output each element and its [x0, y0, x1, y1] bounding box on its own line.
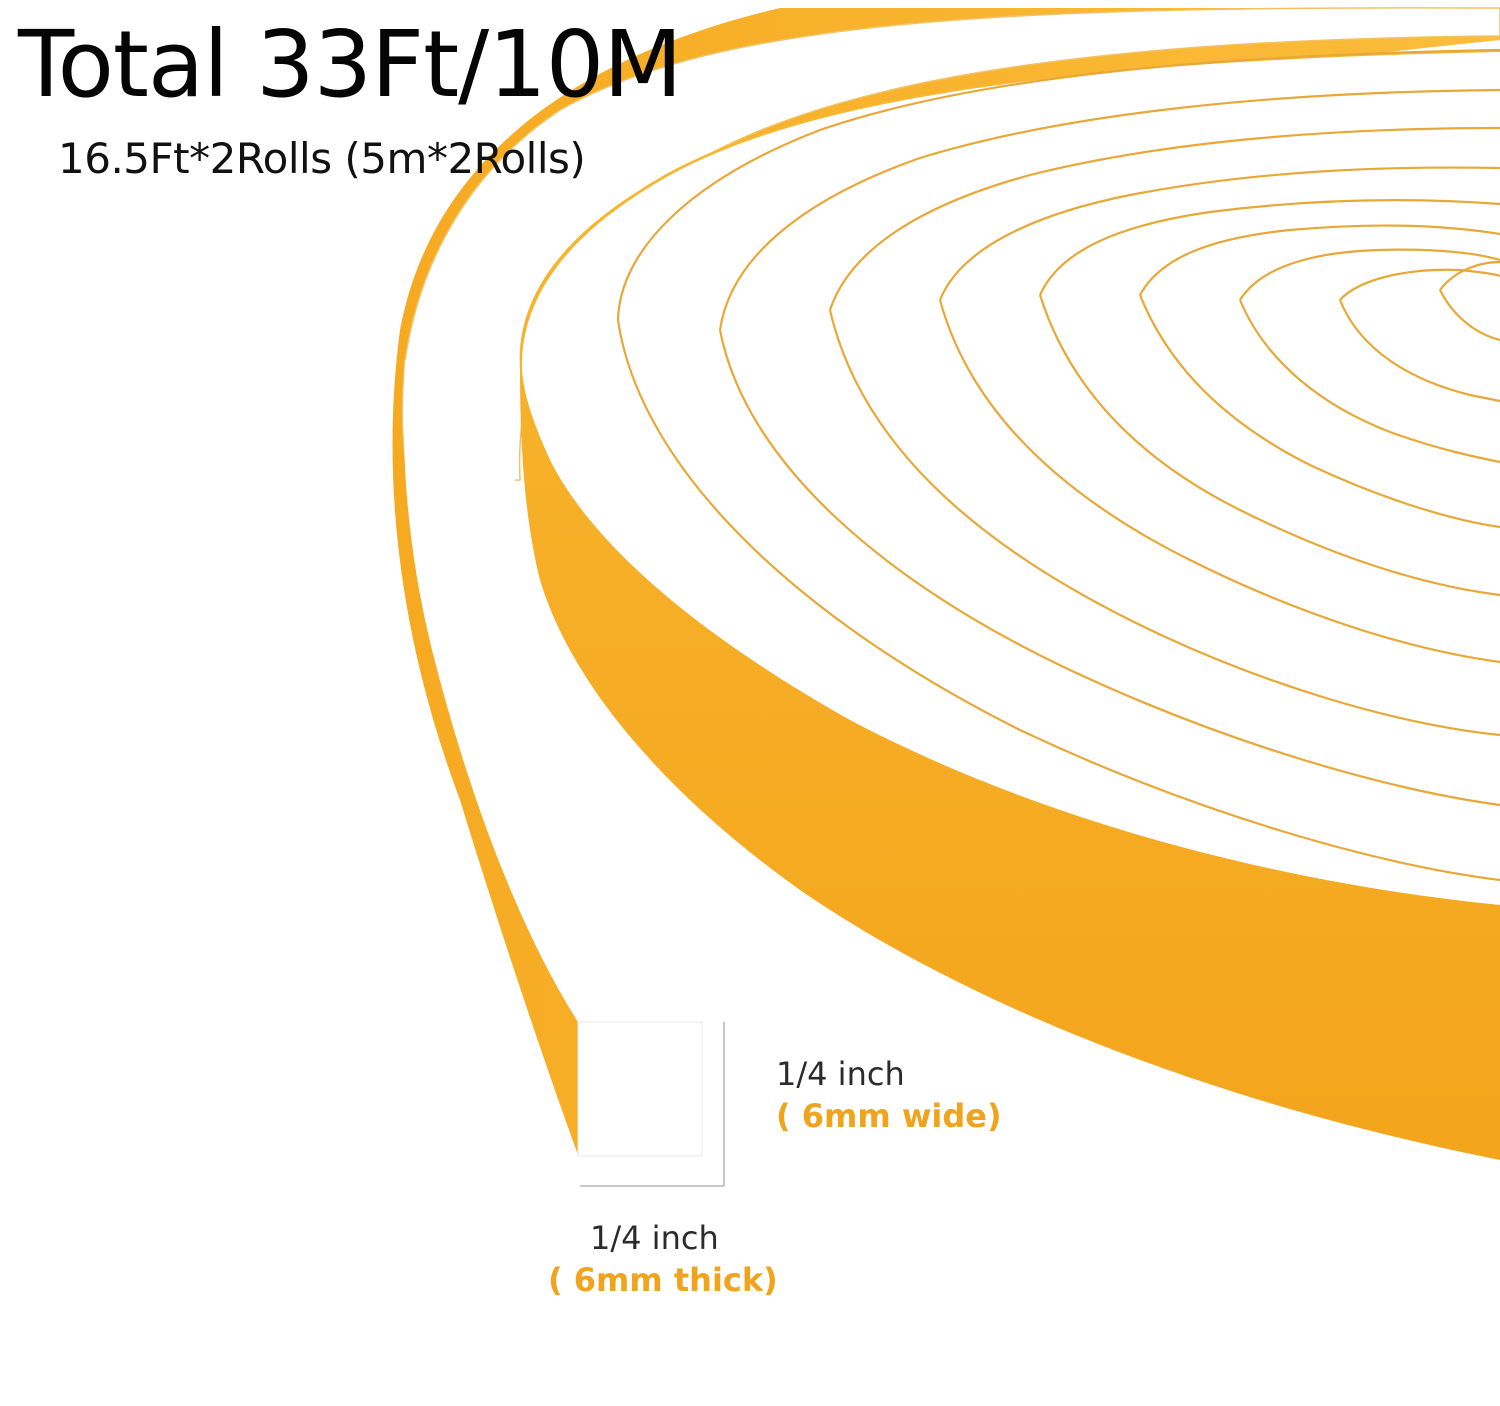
coil-foam-surface — [521, 52, 1500, 905]
dimension-width-label: 1/4 inch ( 6mm wide) — [776, 1054, 1002, 1137]
width-inch-label: 1/4 inch — [776, 1055, 905, 1093]
width-mm-label: ( 6mm wide) — [776, 1096, 1002, 1135]
loose-strip-descending-face — [403, 360, 700, 1022]
headline-roll-breakdown: 16.5Ft*2Rolls (5m*2Rolls) — [58, 134, 586, 183]
thickness-mm-label: ( 6mm thick) — [548, 1260, 778, 1299]
dimension-guides — [580, 1022, 725, 1187]
coil-lines — [616, 48, 1500, 882]
strip-end-cross-section — [577, 1021, 703, 1157]
thickness-inch-label: 1/4 inch — [590, 1219, 719, 1257]
dimension-thickness-label: 1/4 inch ( 6mm thick) — [548, 1218, 778, 1301]
headline-total-length: Total 33Ft/10M — [18, 11, 683, 118]
